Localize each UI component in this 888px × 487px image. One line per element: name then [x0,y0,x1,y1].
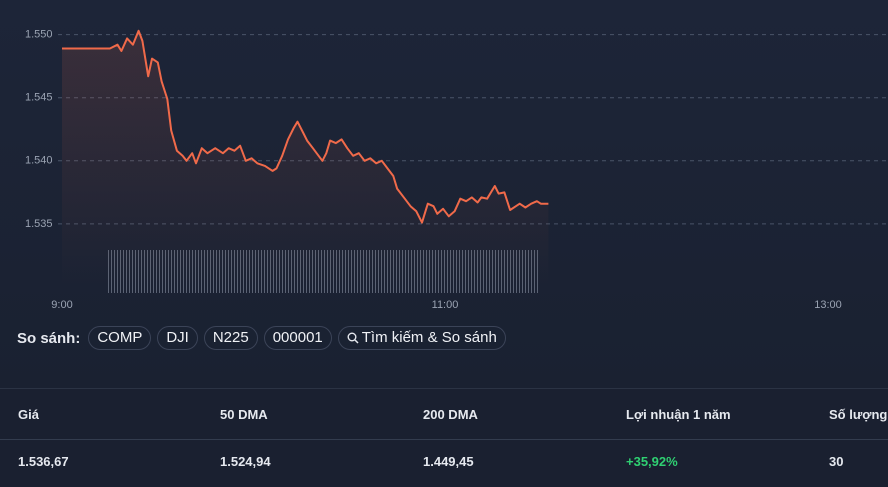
x-tick-label: 13:00 [814,299,842,311]
header-cell: Giá [18,407,39,422]
price-line [62,29,549,224]
compare-chip[interactable]: N225 [203,326,258,350]
value-cell: 1.449,45 [423,454,474,469]
header-cell: 200 DMA [423,407,478,422]
compare-chip[interactable]: COMP [88,326,152,350]
stats-table: Giá 50 DMA 200 DMA Lợi nhuận 1 năm Số lư… [0,388,888,487]
value-row: 1.536,67 1.524,94 1.449,45 +35,92% 30 [0,438,888,486]
chart: 1.535 1.540 1.545 1.550 9:00 11:00 13:00 [25,29,888,311]
compare-label: So sánh: [17,329,81,347]
x-tick-label: 11:00 [432,299,459,311]
header-row: Giá 50 DMA 200 DMA Lợi nhuận 1 năm Số lư… [0,391,888,440]
compare-chip[interactable]: 000001 [263,326,332,350]
area-fill [62,30,549,288]
y-tick-label: 1.540 [25,155,53,167]
y-tick-label: 1.535 [25,218,53,230]
header-cell: Số lượng [829,407,888,422]
header-cell: 50 DMA [220,407,268,422]
value-cell: 1.524,94 [220,454,271,469]
value-cell: 1.536,67 [18,454,69,469]
y-tick-label: 1.550 [25,29,53,41]
x-tick-label: 9:00 [51,299,72,311]
search-chip[interactable]: Tìm kiếm & So sánh [337,326,506,350]
search-text: Tìm kiếm & So sánh [361,329,497,346]
value-cell: 30 [829,454,844,469]
value-cell: +35,92% [626,454,678,469]
y-tick-label: 1.545 [25,92,53,104]
compare-bar: So sánh: COMP DJI N225 000001 Tìm kiếm &… [17,326,506,350]
search-icon [347,332,359,344]
header-cell: Lợi nhuận 1 năm [626,407,731,422]
compare-chip[interactable]: DJI [157,326,198,350]
